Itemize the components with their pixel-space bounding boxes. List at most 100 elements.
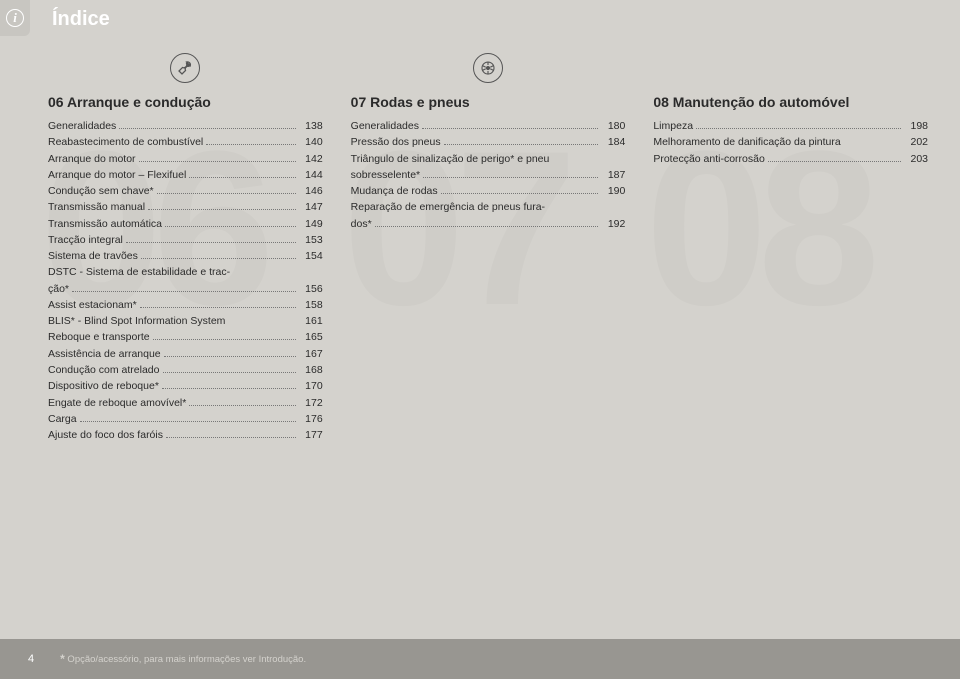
entry-page: 156 (299, 281, 323, 297)
entry-label: Generalidades (351, 118, 419, 134)
toc-entry: Protecção anti-corrosão 203 (653, 151, 928, 167)
entry-page: 172 (299, 395, 323, 411)
entry-page: 176 (299, 411, 323, 427)
entry-label: Reboque e transporte (48, 329, 150, 345)
leader-dots (768, 161, 901, 162)
entry-label: Engate de reboque amovível* (48, 395, 186, 411)
entry-page: 161 (299, 313, 323, 329)
leader-dots (422, 128, 598, 129)
column-heading: 08 Manutenção do automóvel (653, 94, 928, 110)
toc-entry: Carga176 (48, 411, 323, 427)
entry-page: 198 (904, 118, 928, 134)
leader-dots (165, 226, 296, 227)
entry-page: 167 (299, 346, 323, 362)
entries: Limpeza 198 Melhoramento de danificação da… (653, 118, 928, 167)
entry-page: 180 (601, 118, 625, 134)
toc-entry: Generalidades 180 (351, 118, 626, 134)
toc-entry: sobresselente*187 (351, 167, 626, 183)
wrench-icon (170, 53, 200, 83)
entry-label: Condução com atrelado (48, 362, 160, 378)
leader-dots (140, 307, 296, 308)
entry-page: 149 (299, 216, 323, 232)
leader-dots (80, 421, 296, 422)
entry-label: Ajuste do foco dos faróis (48, 427, 163, 443)
leader-dots (141, 258, 296, 259)
toc-entry: Assist estacionam*158 (48, 297, 323, 313)
footnote-text: Opção/acessório, para mais informações v… (65, 654, 306, 665)
entry-label: Assistência de arranque (48, 346, 161, 362)
toc-entry: BLIS* - Blind Spot Information System161 (48, 313, 323, 329)
toc-entry: ção* 156 (48, 281, 323, 297)
entry-label: Transmissão manual (48, 199, 145, 215)
entry-label: sobresselente* (351, 167, 420, 183)
leader-dots (157, 193, 296, 194)
entry-page: 192 (601, 216, 625, 232)
toc-column: 06 Arranque e condução06Generalidades138… (48, 94, 323, 443)
entry-label: dos* (351, 216, 372, 232)
toc-entry: Generalidades138 (48, 118, 323, 134)
column-heading: 07 Rodas e pneus (351, 94, 626, 110)
leader-dots (162, 388, 296, 389)
entry-page: 177 (299, 427, 323, 443)
toc-entry: Engate de reboque amovível* 172 (48, 395, 323, 411)
toc-entry: Arranque do motor142 (48, 151, 323, 167)
leader-dots (441, 193, 599, 194)
entry-label: DSTC - Sistema de estabilidade e trac- (48, 264, 230, 280)
leader-dots (164, 356, 296, 357)
toc-entry: Reboque e transporte 165 (48, 329, 323, 345)
toc-entry: Mudança de rodas190 (351, 183, 626, 199)
entry-page: 153 (299, 232, 323, 248)
leader-dots (189, 177, 295, 178)
wheel-icon (473, 53, 503, 83)
footnote: * Opção/acessório, para mais informações… (60, 652, 306, 666)
leader-dots (444, 144, 599, 145)
leader-dots (696, 128, 901, 129)
toc-entry: Transmissão manual 147 (48, 199, 323, 215)
footer: 4 * Opção/acessório, para mais informaçõ… (0, 639, 960, 679)
toc-entry: Limpeza 198 (653, 118, 928, 134)
page-number: 4 (28, 653, 34, 665)
entry-label: Transmissão automática (48, 216, 162, 232)
page-title: Índice (52, 8, 110, 31)
toc-entry: Reabastecimento de combustível140 (48, 134, 323, 150)
entry-label: Mudança de rodas (351, 183, 438, 199)
info-icon (6, 9, 24, 27)
toc-column: 08 Manutenção do automóvel08Limpeza198Me… (653, 94, 928, 443)
entry-page: 170 (299, 378, 323, 394)
toc-entry: Reparação de emergência de pneus fura- (351, 199, 626, 215)
toc-entry: Condução sem chave*146 (48, 183, 323, 199)
entry-label: Pressão dos pneus (351, 134, 441, 150)
toc-entry: Tracção integral 153 (48, 232, 323, 248)
toc-entry: Pressão dos pneus 184 (351, 134, 626, 150)
entry-label: Condução sem chave* (48, 183, 154, 199)
leader-dots (163, 372, 296, 373)
leader-dots (166, 437, 296, 438)
toc-columns: 06 Arranque e condução06Generalidades138… (48, 94, 928, 443)
entry-label: Triângulo de sinalização de perigo* e pn… (351, 151, 550, 167)
toc-entry: Arranque do motor – Flexifuel144 (48, 167, 323, 183)
entries: Generalidades 180 Pressão dos pneus 184 Triâ… (351, 118, 626, 232)
entry-page: 184 (601, 134, 625, 150)
entry-page: 158 (299, 297, 323, 313)
entry-label: Melhoramento de danificação da pintura (653, 134, 840, 150)
leader-dots (139, 161, 296, 162)
entry-page: 165 (299, 329, 323, 345)
toc-entry: DSTC - Sistema de estabilidade e trac- (48, 264, 323, 280)
leader-dots (375, 226, 599, 227)
entry-page: 140 (299, 134, 323, 150)
column-heading: 06 Arranque e condução (48, 94, 323, 110)
toc-entry: Assistência de arranque 167 (48, 346, 323, 362)
entry-page: 147 (299, 199, 323, 215)
entry-label: Limpeza (653, 118, 693, 134)
entries: Generalidades138Reabastecimento de combu… (48, 118, 323, 443)
toc-entry: dos* 192 (351, 216, 626, 232)
leader-dots (72, 291, 296, 292)
entry-label: Protecção anti-corrosão (653, 151, 764, 167)
entry-label: ção* (48, 281, 69, 297)
toc-column: 07 Rodas e pneus07Generalidades180Pressã… (351, 94, 626, 443)
entry-label: Generalidades (48, 118, 116, 134)
entry-label: Tracção integral (48, 232, 123, 248)
entry-label: Reparação de emergência de pneus fura- (351, 199, 545, 215)
entry-label: Arranque do motor – Flexifuel (48, 167, 186, 183)
entry-page: 203 (904, 151, 928, 167)
